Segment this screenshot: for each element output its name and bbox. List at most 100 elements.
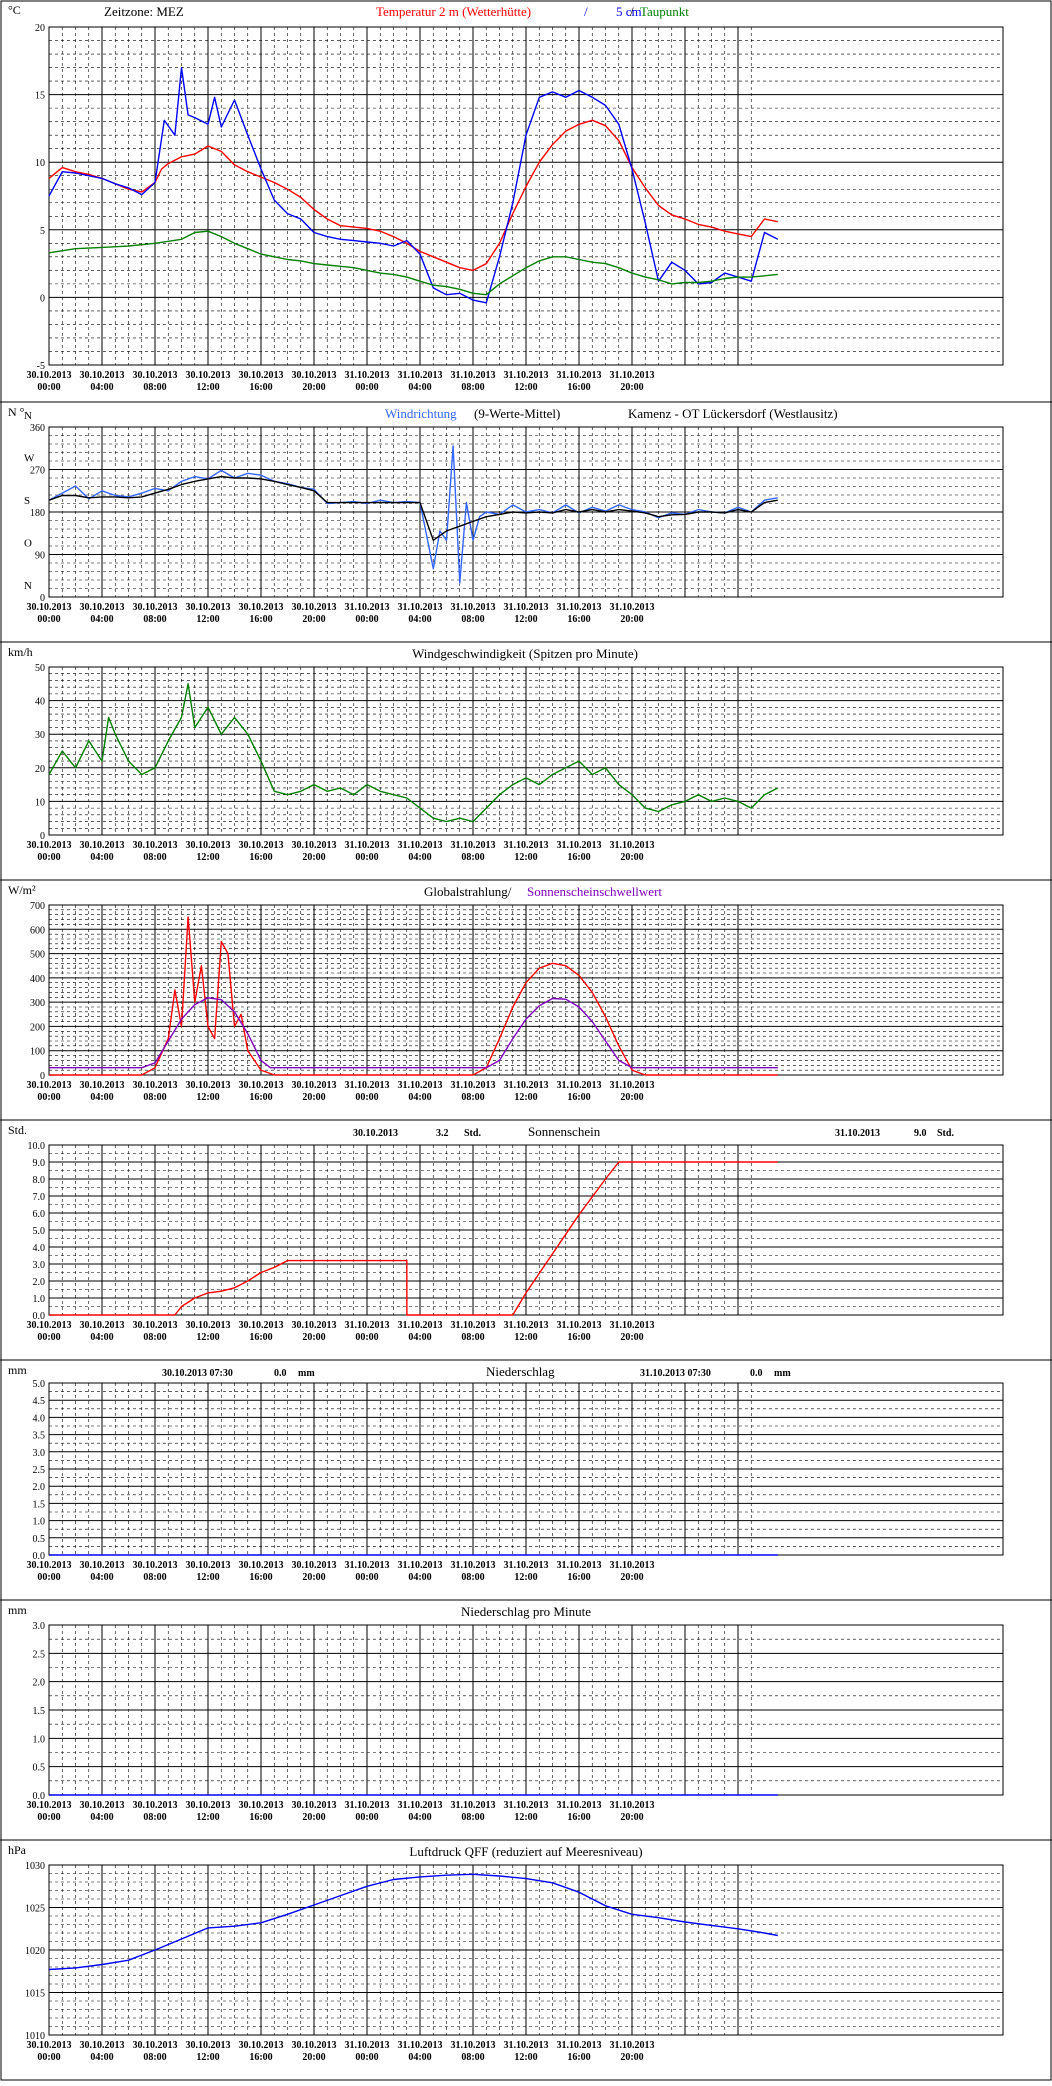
x-tick-date: 30.10.2013 xyxy=(292,1080,337,1091)
x-tick-date: 30.10.2013 xyxy=(133,1320,178,1331)
x-tick-date: 31.10.2013 xyxy=(398,1560,443,1571)
chart-header-text: Niederschlag xyxy=(486,1364,555,1379)
x-tick-date: 30.10.2013 xyxy=(133,602,178,613)
direction-letter: N xyxy=(24,580,32,592)
x-tick-date: 31.10.2013 xyxy=(398,370,443,381)
x-tick-time: 20:00 xyxy=(302,1572,325,1583)
x-tick-time: 00:00 xyxy=(37,382,60,393)
series-line-winddir xyxy=(48,475,778,541)
y-tick-label: 0 xyxy=(40,593,45,604)
x-tick-date: 31.10.2013 xyxy=(451,370,496,381)
x-tick-time: 08:00 xyxy=(143,2052,166,2063)
x-tick-time: 04:00 xyxy=(90,1092,113,1103)
x-tick-date: 30.10.2013 xyxy=(292,1800,337,1811)
x-tick-time: 08:00 xyxy=(461,1092,484,1103)
direction-letter: N xyxy=(24,410,32,422)
x-tick-time: 16:00 xyxy=(249,1812,272,1823)
x-tick-date: 30.10.2013 xyxy=(186,1560,231,1571)
x-tick-time: 04:00 xyxy=(408,852,431,863)
x-tick-date: 31.10.2013 xyxy=(504,1800,549,1811)
x-tick-date: 31.10.2013 xyxy=(451,1080,496,1091)
chart-precip: 0.0 0.5 1.0 1.5 2.0 2.5 3.0 3.5 4.0 4.5 5.0 mm 30.10… xyxy=(0,1359,1052,1583)
x-tick-date: 30.10.2013 xyxy=(239,1320,284,1331)
series-line-windspeed xyxy=(48,683,779,823)
x-tick-time: 12:00 xyxy=(196,2052,219,2063)
x-tick-time: 04:00 xyxy=(90,1332,113,1343)
chart-header-text: Windgeschwindigkeit (Spitzen pro Minute) xyxy=(412,646,638,661)
y-tick-label: 0 xyxy=(40,1071,45,1082)
x-tick-time: 16:00 xyxy=(249,1332,272,1343)
x-tick-time: 16:00 xyxy=(567,1812,590,1823)
x-tick-time: 12:00 xyxy=(196,614,219,625)
grid xyxy=(49,904,1003,1076)
x-tick-date: 30.10.2013 xyxy=(239,2040,284,2051)
grid xyxy=(49,1144,1003,1316)
x-tick-date: 31.10.2013 xyxy=(504,840,549,851)
x-tick-time: 12:00 xyxy=(196,1572,219,1583)
x-tick-date: 30.10.2013 xyxy=(80,1080,125,1091)
y-tick-label: 0.5 xyxy=(33,1534,46,1545)
x-tick-time: 16:00 xyxy=(249,382,272,393)
x-tick-time: 20:00 xyxy=(620,852,643,863)
grid xyxy=(49,1624,1003,1796)
x-tick-time: 08:00 xyxy=(461,382,484,393)
x-tick-time: 04:00 xyxy=(408,1332,431,1343)
x-tick-time: 20:00 xyxy=(620,1332,643,1343)
x-tick-time: 20:00 xyxy=(620,1812,643,1823)
x-tick-time: 20:00 xyxy=(620,2052,643,2063)
y-tick-label: 1.5 xyxy=(33,1706,46,1717)
x-tick-date: 31.10.2013 xyxy=(345,370,390,381)
y-unit-label: °C xyxy=(8,3,21,17)
chart-header-text: Sonnenscheinschwellwert xyxy=(527,884,662,899)
x-tick-time: 08:00 xyxy=(461,614,484,625)
x-tick-time: 20:00 xyxy=(302,614,325,625)
x-tick-time: 00:00 xyxy=(355,1572,378,1583)
chart-header-text: mm xyxy=(774,1368,791,1379)
x-tick-date: 31.10.2013 xyxy=(557,840,602,851)
series-line-pressure xyxy=(48,1873,778,1971)
x-tick-time: 00:00 xyxy=(355,382,378,393)
x-tick-date: 31.10.2013 xyxy=(451,1560,496,1571)
grid xyxy=(49,1382,1003,1556)
y-tick-label: 5 xyxy=(40,226,45,237)
x-tick-date: 31.10.2013 xyxy=(345,840,390,851)
x-tick-date: 30.10.2013 xyxy=(80,602,125,613)
x-tick-time: 00:00 xyxy=(37,852,60,863)
x-tick-time: 08:00 xyxy=(143,614,166,625)
plot-border xyxy=(48,1864,1004,2036)
x-tick-time: 00:00 xyxy=(355,2052,378,2063)
x-tick-time: 04:00 xyxy=(408,1572,431,1583)
x-tick-time: 08:00 xyxy=(143,382,166,393)
chart-header-text: Luftdruck QFF (reduziert auf Meeresnivea… xyxy=(409,1844,642,1859)
chart-header-text: 9.0 xyxy=(914,1128,927,1139)
x-tick-time: 04:00 xyxy=(90,1572,113,1583)
chart-windspeed: 01020304050km/h30.10.201300:0030.10.2013… xyxy=(0,641,1052,863)
x-tick-time: 20:00 xyxy=(302,852,325,863)
x-tick-time: 16:00 xyxy=(567,1572,590,1583)
chart-sunshine: 0.01.02.03.04.05.06.07.08.09.010.0Std.30… xyxy=(0,1119,1052,1343)
x-tick-time: 08:00 xyxy=(143,1332,166,1343)
x-tick-time: 00:00 xyxy=(37,1332,60,1343)
series-line-temp xyxy=(48,230,778,296)
x-tick-time: 04:00 xyxy=(90,852,113,863)
x-tick-time: 16:00 xyxy=(249,2052,272,2063)
x-tick-time: 20:00 xyxy=(620,1572,643,1583)
chart-precipmin: 0.00.51.01.52.02.53.0mm30.10.201300:0030… xyxy=(0,1599,1052,1823)
y-tick-label: 8.0 xyxy=(33,1175,46,1186)
y-tick-label: 300 xyxy=(30,998,45,1009)
x-tick-time: 04:00 xyxy=(90,382,113,393)
x-tick-date: 30.10.2013 xyxy=(27,840,72,851)
chart-header-text: / xyxy=(584,4,588,19)
chart-header-text: 30.10.2013 xyxy=(353,1128,398,1139)
series-line-sunshine xyxy=(49,1161,778,1316)
x-tick-date: 30.10.2013 xyxy=(27,1320,72,1331)
y-tick-label: 40 xyxy=(35,697,45,708)
x-tick-date: 31.10.2013 xyxy=(451,1320,496,1331)
series-line-winddir xyxy=(48,445,778,584)
x-tick-time: 04:00 xyxy=(408,2052,431,2063)
x-tick-time: 16:00 xyxy=(567,614,590,625)
chart-header-text: Kamenz - OT Lückersdorf (Westlausitz) xyxy=(628,406,838,421)
y-tick-label: 1.0 xyxy=(33,1294,46,1305)
x-tick-date: 30.10.2013 xyxy=(133,2040,178,2051)
chart-header-text: Std. xyxy=(464,1128,481,1139)
